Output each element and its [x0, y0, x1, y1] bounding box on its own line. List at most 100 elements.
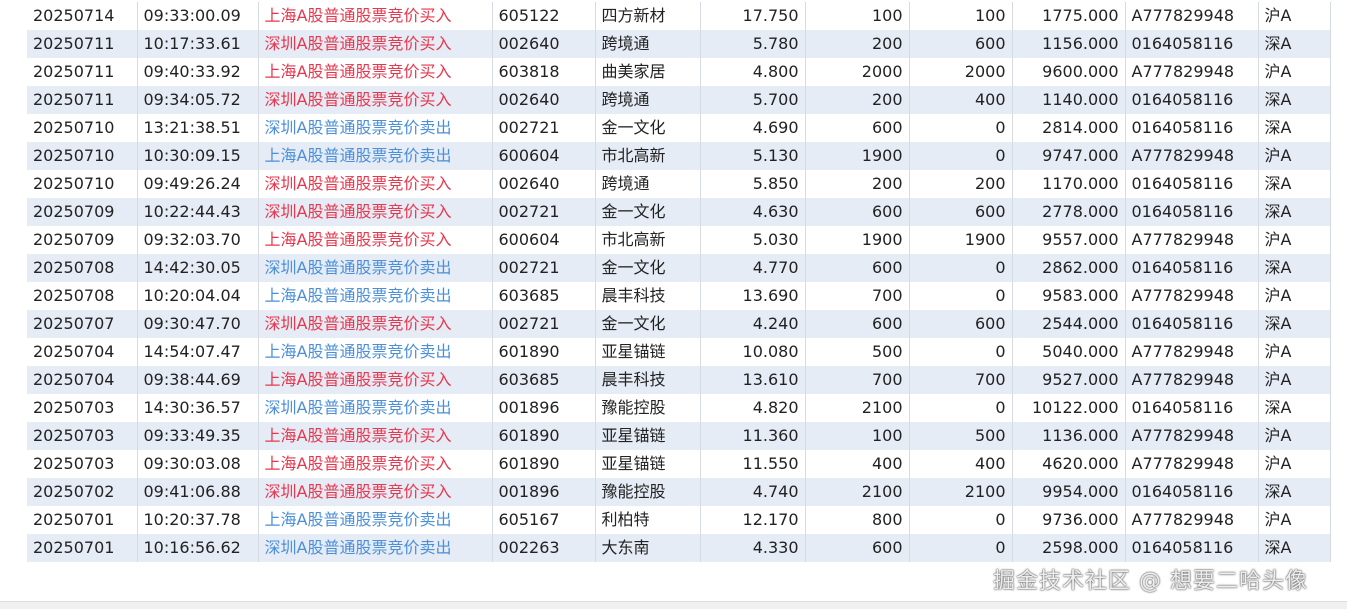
cell-amount: 10122.000 — [1012, 394, 1126, 422]
cell-quantity: 800 — [805, 506, 910, 534]
cell-balance: 700 — [909, 366, 1013, 394]
cell-amount: 4620.000 — [1012, 450, 1126, 478]
table-row[interactable]: 20250703 14:30:36.57 深圳A股普通股票竞价卖出 001896 豫能控… — [27, 394, 1331, 422]
cell-amount: 9557.000 — [1012, 226, 1126, 254]
table-row[interactable]: 20250704 14:54:07.47 上海A股普通股票竞价卖出 601890 亚星锚… — [27, 338, 1331, 366]
cell-market: 沪A — [1258, 338, 1331, 366]
cell-amount: 2862.000 — [1012, 254, 1126, 282]
cell-code: 002640 — [492, 30, 596, 58]
cell-quantity: 200 — [805, 170, 910, 198]
cell-account: A777829948 — [1125, 282, 1259, 310]
cell-operation: 上海A股普通股票竞价买入 — [258, 226, 493, 254]
cell-price: 4.770 — [700, 254, 806, 282]
cell-quantity: 700 — [805, 366, 910, 394]
cell-name: 曲美家居 — [595, 58, 701, 86]
cell-amount: 9736.000 — [1012, 506, 1126, 534]
table-row[interactable]: 20250711 09:34:05.72 深圳A股普通股票竞价买入 002640 跨境通… — [27, 86, 1331, 114]
table-row[interactable]: 20250702 09:41:06.88 深圳A股普通股票竞价买入 001896 豫能控… — [27, 478, 1331, 506]
table-row[interactable]: 20250704 09:38:44.69 上海A股普通股票竞价买入 603685 晨丰科… — [27, 366, 1331, 394]
cell-balance: 0 — [909, 506, 1013, 534]
cell-name: 市北高新 — [595, 226, 701, 254]
watermark: 掘金技术社区 @ 想要二哈头像 — [993, 569, 1308, 594]
table-row[interactable]: 20250709 10:22:44.43 深圳A股普通股票竞价买入 002721 金一文… — [27, 198, 1331, 226]
table-row[interactable]: 20250711 09:40:33.92 上海A股普通股票竞价买入 603818 曲美家… — [27, 58, 1331, 86]
cell-date: 20250711 — [27, 30, 138, 58]
table-row[interactable]: 20250708 14:42:30.05 深圳A股普通股票竞价卖出 002721 金一文… — [27, 254, 1331, 282]
cell-market: 沪A — [1258, 142, 1331, 170]
cell-account: A777829948 — [1125, 58, 1259, 86]
cell-quantity: 600 — [805, 534, 910, 562]
cell-amount: 2598.000 — [1012, 534, 1126, 562]
cell-quantity: 100 — [805, 2, 910, 30]
cell-balance: 0 — [909, 114, 1013, 142]
cell-quantity: 200 — [805, 86, 910, 114]
cell-name: 亚星锚链 — [595, 450, 701, 478]
cell-operation: 深圳A股普通股票竞价卖出 — [258, 534, 493, 562]
table-row[interactable]: 20250711 10:17:33.61 深圳A股普通股票竞价买入 002640 跨境通… — [27, 30, 1331, 58]
table-row[interactable]: 20250710 09:49:26.24 深圳A股普通股票竞价买入 002640 跨境通… — [27, 170, 1331, 198]
cell-operation: 深圳A股普通股票竞价买入 — [258, 30, 493, 58]
cell-account: 0164058116 — [1125, 254, 1259, 282]
cell-market: 深A — [1258, 254, 1331, 282]
cell-operation: 上海A股普通股票竞价买入 — [258, 422, 493, 450]
cell-market: 深A — [1258, 86, 1331, 114]
cell-date: 20250707 — [27, 310, 138, 338]
horizontal-scrollbar[interactable] — [0, 601, 1347, 609]
table-row[interactable]: 20250703 09:30:03.08 上海A股普通股票竞价买入 601890 亚星锚… — [27, 450, 1331, 478]
cell-market: 深A — [1258, 114, 1331, 142]
cell-account: A777829948 — [1125, 450, 1259, 478]
cell-market: 沪A — [1258, 282, 1331, 310]
cell-operation: 上海A股普通股票竞价买入 — [258, 450, 493, 478]
cell-balance: 0 — [909, 282, 1013, 310]
table-row[interactable]: 20250709 09:32:03.70 上海A股普通股票竞价买入 600604 市北高… — [27, 226, 1331, 254]
table-row[interactable]: 20250710 10:30:09.15 上海A股普通股票竞价卖出 600604 市北高… — [27, 142, 1331, 170]
cell-date: 20250711 — [27, 86, 138, 114]
cell-market: 深A — [1258, 478, 1331, 506]
cell-time: 10:16:56.62 — [137, 534, 259, 562]
table-row[interactable]: 20250708 10:20:04.04 上海A股普通股票竞价卖出 603685 晨丰科… — [27, 282, 1331, 310]
table-row[interactable]: 20250703 09:33:49.35 上海A股普通股票竞价买入 601890 亚星锚… — [27, 422, 1331, 450]
cell-price: 13.610 — [700, 366, 806, 394]
cell-quantity: 100 — [805, 422, 910, 450]
cell-account: 0164058116 — [1125, 198, 1259, 226]
cell-date: 20250703 — [27, 394, 138, 422]
cell-name: 亚星锚链 — [595, 422, 701, 450]
cell-account: A777829948 — [1125, 142, 1259, 170]
cell-account: 0164058116 — [1125, 114, 1259, 142]
cell-balance: 500 — [909, 422, 1013, 450]
cell-amount: 9954.000 — [1012, 478, 1126, 506]
table-row[interactable]: 20250710 13:21:38.51 深圳A股普通股票竞价卖出 002721 金一文… — [27, 114, 1331, 142]
cell-price: 4.630 — [700, 198, 806, 226]
cell-account: A777829948 — [1125, 422, 1259, 450]
cell-operation: 深圳A股普通股票竞价买入 — [258, 86, 493, 114]
cell-name: 跨境通 — [595, 86, 701, 114]
cell-name: 晨丰科技 — [595, 366, 701, 394]
cell-quantity: 700 — [805, 282, 910, 310]
cell-time: 10:20:37.78 — [137, 506, 259, 534]
cell-name: 金一文化 — [595, 114, 701, 142]
cell-price: 4.740 — [700, 478, 806, 506]
cell-price: 4.800 — [700, 58, 806, 86]
cell-market: 深A — [1258, 30, 1331, 58]
cell-name: 跨境通 — [595, 170, 701, 198]
cell-account: 0164058116 — [1125, 170, 1259, 198]
cell-operation: 上海A股普通股票竞价买入 — [258, 58, 493, 86]
cell-balance: 0 — [909, 142, 1013, 170]
cell-time: 14:42:30.05 — [137, 254, 259, 282]
cell-market: 深A — [1258, 170, 1331, 198]
cell-amount: 2778.000 — [1012, 198, 1126, 226]
cell-price: 5.780 — [700, 30, 806, 58]
cell-date: 20250708 — [27, 254, 138, 282]
table-row[interactable]: 20250701 10:16:56.62 深圳A股普通股票竞价卖出 002263 大东南… — [27, 534, 1331, 562]
cell-operation: 上海A股普通股票竞价卖出 — [258, 506, 493, 534]
table-row[interactable]: 20250714 09:33:00.09 上海A股普通股票竞价买入 605122 四方新… — [27, 2, 1331, 30]
cell-balance: 600 — [909, 310, 1013, 338]
cell-balance: 1900 — [909, 226, 1013, 254]
cell-name: 亚星锚链 — [595, 338, 701, 366]
cell-time: 09:34:05.72 — [137, 86, 259, 114]
table-row[interactable]: 20250701 10:20:37.78 上海A股普通股票竞价卖出 605167 利柏特… — [27, 506, 1331, 534]
cell-operation: 上海A股普通股票竞价卖出 — [258, 282, 493, 310]
table-row[interactable]: 20250707 09:30:47.70 深圳A股普通股票竞价买入 002721 金一文… — [27, 310, 1331, 338]
cell-amount: 1140.000 — [1012, 86, 1126, 114]
cell-time: 09:49:26.24 — [137, 170, 259, 198]
